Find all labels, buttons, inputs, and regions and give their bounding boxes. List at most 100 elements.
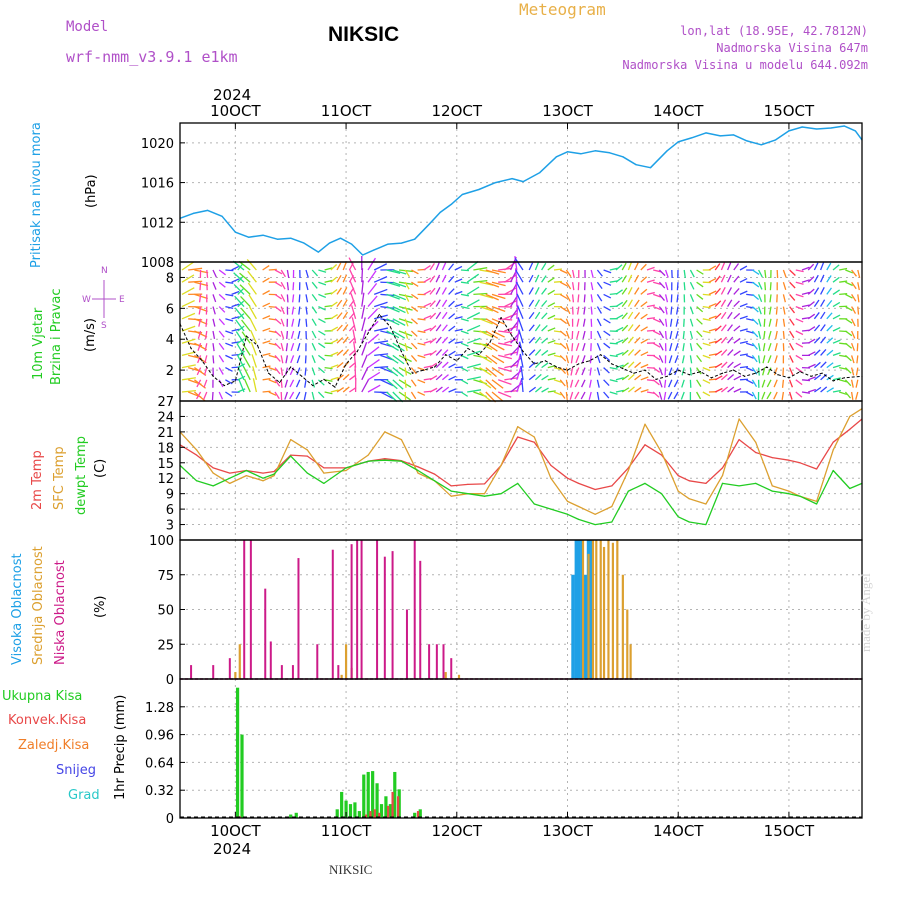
wind-arrow — [305, 306, 308, 315]
wind-arrow — [658, 281, 666, 289]
wind-arrow — [680, 391, 685, 400]
wind-arrow — [280, 343, 284, 352]
wind-arrow — [181, 312, 196, 320]
temp-sfc-line-point — [611, 505, 613, 508]
wind-arrow — [851, 269, 858, 277]
wind-arrow — [752, 269, 760, 275]
wind-arrow — [696, 293, 704, 300]
temp-sfc-line-point — [450, 495, 452, 497]
wind-arrow — [528, 386, 537, 393]
wind-arrow — [813, 324, 821, 332]
wind-speed-line-point — [500, 317, 502, 319]
wind-arrow — [336, 387, 345, 393]
wind-arrow — [547, 377, 556, 381]
wind-speed-line-point — [600, 354, 602, 356]
wind-arrow — [247, 270, 257, 283]
wind-arrow — [855, 379, 859, 388]
wind-arrow — [720, 262, 726, 271]
wind-arrow — [250, 342, 258, 356]
wind-arrow — [640, 388, 649, 393]
wind-arrow — [708, 290, 717, 295]
wind-arrow — [668, 379, 673, 388]
wind-arrow — [435, 349, 443, 356]
wind-arrow — [673, 379, 679, 388]
compass-w: W — [82, 295, 91, 305]
wind-arrow — [782, 306, 786, 315]
wind-arrow — [640, 288, 648, 295]
temp-sfc-line-point — [816, 500, 818, 502]
temp-sfc-line-point — [306, 449, 308, 451]
wind-arrow — [194, 269, 209, 274]
wind-arrow — [485, 306, 499, 314]
wind-arrow — [646, 279, 655, 283]
wind-arrow — [582, 330, 586, 339]
wind-arrow — [758, 269, 763, 278]
wind-arrow — [336, 374, 344, 381]
wind-arrow — [194, 293, 208, 300]
wind-arrow — [239, 284, 251, 295]
wind-arrow — [615, 276, 623, 283]
wind-arrow — [634, 374, 642, 381]
wind-arrow — [720, 311, 727, 320]
wind-arrow — [757, 306, 762, 315]
ytick-label: 0 — [166, 673, 174, 688]
wind-arrow — [367, 270, 377, 283]
wind-arrow — [212, 330, 216, 339]
wind-arrow — [547, 289, 555, 295]
wind-arrow — [534, 286, 540, 295]
wind-arrow — [231, 290, 240, 296]
wind-arrow — [832, 339, 841, 344]
wind-arrow — [658, 293, 665, 301]
dewpt-line-point — [661, 493, 663, 495]
data-layer — [179, 125, 863, 818]
wind-arrow — [374, 301, 388, 308]
wind-arrow — [844, 379, 852, 387]
wind-arrow — [318, 342, 326, 349]
wind-arrow — [844, 354, 852, 362]
wind-arrow — [664, 294, 669, 303]
wind-arrow — [720, 349, 728, 356]
wind-arrow — [733, 275, 740, 283]
wind-arrow — [615, 326, 624, 332]
wind-arrow — [761, 391, 766, 400]
wind-arrow — [280, 318, 285, 327]
wind-arrow — [404, 330, 409, 339]
wind-arrow — [857, 306, 860, 315]
high-cloud-bar — [583, 574, 587, 679]
wind-arrow — [627, 348, 635, 356]
wind-arrow — [235, 319, 245, 332]
low-cloud-bar — [450, 658, 453, 679]
wind-arrow — [239, 272, 251, 283]
wind-arrow — [845, 281, 853, 287]
temp-sfc-line-point — [788, 490, 790, 492]
wind-arrow — [789, 355, 794, 363]
wind-arrow — [689, 318, 694, 327]
wind-arrow — [197, 330, 202, 339]
wind-arrow — [621, 275, 628, 283]
temp-ylabel-2m: 2m Temp — [30, 450, 45, 510]
wind-arrow — [181, 325, 196, 332]
wind-arrow — [669, 343, 673, 352]
wind-arrow — [589, 355, 592, 364]
wind-arrow — [559, 306, 568, 312]
mid-cloud-bar — [581, 540, 585, 679]
wind-arrow — [782, 269, 787, 278]
legend-frz-precip: Zaledj.Kisa — [18, 738, 89, 753]
wind-arrow — [627, 373, 635, 381]
wind-arrow — [675, 306, 679, 315]
wind-speed-line-point — [721, 372, 724, 374]
wind-arrow — [576, 330, 580, 339]
wind-arrow — [218, 367, 224, 375]
wind-arrow — [668, 355, 673, 364]
wind-arrow — [491, 293, 506, 300]
wind-arrow — [386, 330, 400, 339]
wind-arrow — [696, 379, 702, 387]
wind-ylabel-2: Brzina i Pravac — [49, 288, 64, 385]
wind-arrow — [664, 330, 667, 340]
wind-arrow — [196, 367, 202, 376]
wind-arrow — [565, 367, 569, 376]
pressure-line-point — [522, 180, 524, 183]
wind-arrow — [696, 391, 702, 400]
wind-arrow — [515, 281, 524, 295]
wind-arrow — [429, 362, 438, 369]
